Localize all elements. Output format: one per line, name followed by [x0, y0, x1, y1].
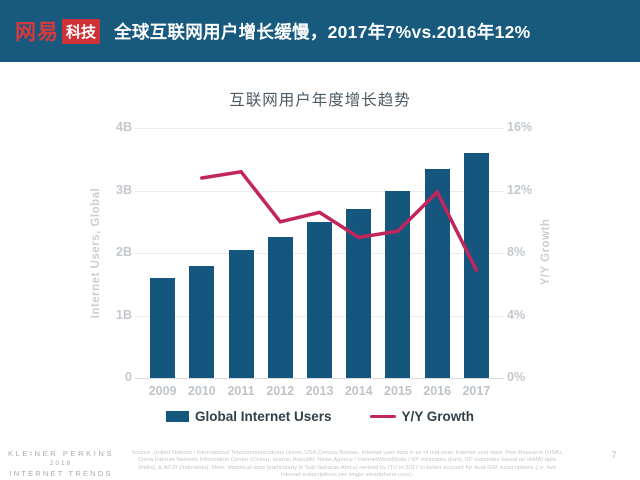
gridline [135, 128, 504, 129]
left-axis-tick: 0 [125, 370, 132, 384]
kp-year-line: 2018 [49, 460, 73, 467]
x-axis-label: 2012 [266, 384, 295, 398]
article-title: 全球互联网用户增长缓慢，2017年7%vs.2016年12% [114, 21, 531, 42]
legend-label-users: Global Internet Users [194, 409, 332, 424]
page-number: 7 [611, 450, 617, 460]
right-axis-tick: 4% [507, 307, 526, 322]
bar-2016 [424, 168, 450, 378]
x-axis-label: 2016 [423, 384, 452, 398]
chart-legend: Global Internet Users Y/Y Growth [0, 409, 640, 424]
kp-report-line: INTERNET TRENDS [9, 469, 113, 478]
bar-2010 [189, 265, 215, 378]
x-axis-label: 2011 [227, 384, 255, 398]
left-axis-tick: 3B [116, 182, 132, 197]
legend-item-users: Global Internet Users [165, 409, 332, 424]
header-bar: 网易 科技 全球互联网用户增长缓慢，2017年7%vs.2016年12% [0, 0, 640, 62]
left-axis-tick: 1B [116, 307, 132, 322]
plot-area: 4B 16% 3B 12% 2B 8% 1B 4% 0 0% 2009 2010 2011 2012 201… [116, 120, 532, 398]
x-axis-label: 2009 [148, 384, 177, 398]
right-axis-tick: 8% [507, 245, 526, 259]
gridline [135, 190, 504, 192]
growth-line-swatch [369, 414, 396, 419]
growth-line [200, 169, 479, 272]
right-axis-tick: 0% [507, 370, 526, 384]
right-axis-tick: 16% [507, 120, 533, 134]
tech-logo-badge: 科技 [62, 18, 101, 44]
kp-brand-line: KLEINER PERKINS [7, 449, 115, 458]
right-axis-tick: 12% [507, 182, 533, 197]
source-note: Source: United Nations / International T… [131, 450, 563, 478]
bar-2012 [267, 237, 293, 378]
netease-tech-logo: 网易 科技 [15, 16, 101, 46]
x-axis-label: 2013 [305, 384, 334, 398]
x-axis-label: 2014 [344, 384, 373, 398]
bar-2017 [463, 153, 489, 378]
x-axis-line [135, 378, 504, 379]
x-axis-label: 2010 [187, 384, 216, 398]
bar-2009 [150, 278, 176, 378]
kleiner-perkins-branding: KLEINER PERKINS 2018 INTERNET TRENDS [0, 449, 122, 478]
users-bar-swatch [165, 411, 189, 422]
x-axis-label: 2017 [462, 384, 491, 398]
legend-item-growth: Y/Y Growth [369, 409, 475, 424]
left-axis-tick: 2B [116, 245, 132, 259]
left-axis-tick: 4B [116, 120, 132, 134]
x-axis-label: 2015 [384, 384, 412, 398]
netease-logo-text: 网易 [15, 21, 59, 44]
bar-2011 [228, 249, 254, 378]
chart-title: 互联网用户年度增长趋势 [229, 92, 411, 109]
legend-label-growth: Y/Y Growth [401, 409, 475, 424]
bar-2013 [307, 221, 332, 378]
